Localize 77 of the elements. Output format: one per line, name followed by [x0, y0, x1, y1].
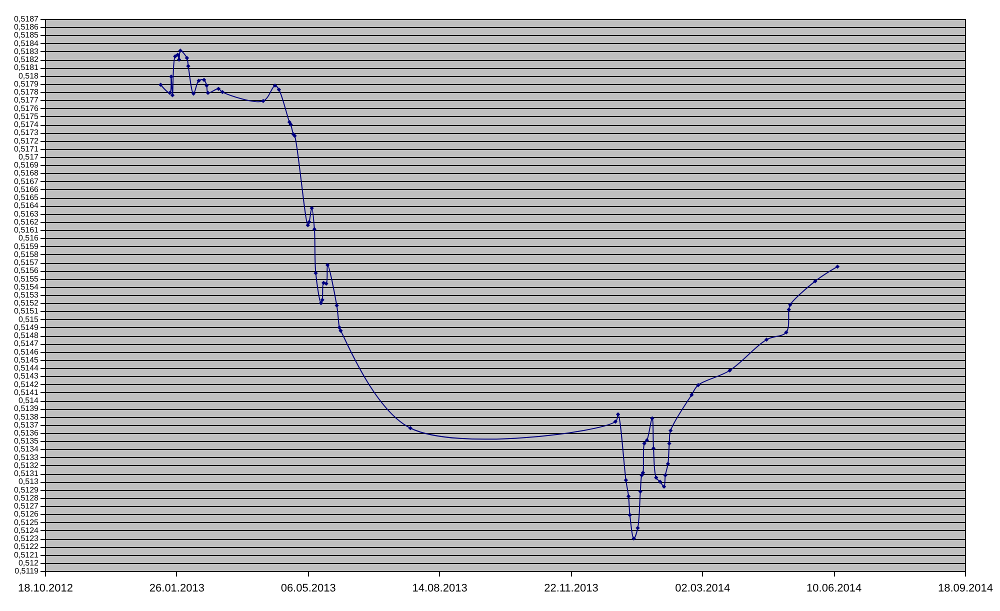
y-tick-label: 0,5166: [14, 184, 40, 194]
y-tick-label: 0,518: [18, 71, 40, 80]
y-tick-label: 0,5184: [14, 38, 40, 48]
y-tick-label: 0,5128: [14, 493, 40, 502]
y-tick-label: 0,5162: [14, 217, 40, 226]
y-tick-label: 0,5139: [14, 404, 40, 414]
y-tick-label: 0,5141: [14, 388, 40, 397]
y-tick-label: 0,5172: [14, 136, 40, 146]
y-tick-label: 0,5138: [14, 412, 40, 422]
y-tick-label: 0,5155: [14, 274, 40, 284]
y-tick-label: 0,5164: [14, 201, 40, 210]
y-tick-label: 0,5178: [14, 88, 40, 97]
x-tick-label: 18.10.2012: [18, 582, 74, 594]
x-tick-label: 02.03.2014: [675, 582, 730, 594]
y-tick-label: 0,5119: [14, 566, 40, 576]
y-tick-label: 0,5127: [14, 502, 40, 511]
y-tick-label: 0,5156: [14, 266, 40, 276]
y-tick-label: 0,5131: [14, 469, 40, 478]
y-tick-label: 0,5182: [14, 55, 40, 64]
y-tick-label: 0,5183: [14, 46, 40, 56]
y-tick-label: 0,5157: [14, 258, 40, 268]
y-tick-label: 0,5124: [14, 526, 40, 535]
y-tick-label: 0,5121: [14, 550, 40, 560]
y-tick-label: 0,5177: [14, 96, 40, 105]
y-tick-label: 0,5165: [14, 193, 40, 202]
y-tick-label: 0,517: [18, 152, 40, 162]
y-tick-label: 0,5163: [14, 209, 40, 218]
y-tick-label: 0,5123: [14, 534, 40, 544]
x-tick-label: 22.11.2013: [544, 582, 598, 594]
y-tick-label: 0,5133: [14, 452, 40, 462]
y-tick-label: 0,5186: [14, 22, 40, 32]
y-tick-label: 0,5152: [14, 298, 40, 308]
y-tick-label: 0,5169: [14, 160, 40, 170]
y-tick-label: 0,5181: [14, 63, 40, 72]
y-tick-label: 0,5175: [14, 112, 40, 121]
y-tick-label: 0,5167: [14, 176, 40, 186]
y-tick-label: 0,516: [18, 234, 40, 243]
y-tick-label: 0,5136: [14, 428, 40, 438]
y-tick-label: 0,5125: [14, 518, 40, 527]
y-tick-label: 0,5142: [14, 380, 40, 389]
y-tick-label: 0,5153: [14, 290, 40, 300]
y-tick-label: 0,5158: [14, 250, 40, 259]
y-tick-label: 0,5161: [14, 226, 40, 235]
x-tick-label: 26.01.2013: [149, 582, 204, 594]
y-tick-label: 0,5144: [14, 364, 40, 373]
y-tick-label: 0,5179: [14, 79, 40, 88]
x-tick-label: 18.09.2014: [938, 582, 994, 594]
y-tick-label: 0,5147: [14, 339, 40, 348]
y-tick-label: 0,5143: [14, 372, 40, 381]
y-tick-label: 0,5126: [14, 510, 40, 519]
y-tick-label: 0,5145: [14, 355, 40, 364]
y-tick-label: 0,5149: [14, 322, 40, 332]
x-tick-label: 14.08.2013: [412, 582, 468, 594]
y-tick-label: 0,5171: [14, 144, 40, 154]
y-tick-label: 0,5185: [14, 30, 40, 40]
y-tick-label: 0,5137: [14, 420, 40, 430]
x-tick-label: 10.06.2014: [806, 582, 862, 594]
y-tick-label: 0,512: [18, 558, 40, 568]
x-tick-label: 06.05.2013: [280, 582, 336, 594]
y-tick-label: 0,5122: [14, 542, 40, 552]
y-tick-label: 0,5134: [14, 444, 40, 454]
y-tick-label: 0,5159: [14, 242, 40, 251]
y-tick-label: 0,5176: [14, 104, 40, 113]
y-tick-label: 0,5132: [14, 460, 40, 470]
y-tick-label: 0,5129: [14, 485, 40, 494]
y-tick-label: 0,5154: [14, 282, 40, 292]
y-tick-label: 0,514: [18, 396, 40, 406]
y-tick-label: 0,5148: [14, 331, 40, 340]
y-tick-label: 0,5146: [14, 347, 40, 356]
y-tick-label: 0,513: [18, 477, 40, 486]
y-tick-label: 0,5174: [14, 120, 40, 130]
y-tick-label: 0,5151: [14, 306, 40, 316]
y-tick-label: 0,5168: [14, 168, 40, 178]
y-tick-label: 0,5135: [14, 436, 40, 446]
y-tick-label: 0,5173: [14, 128, 40, 138]
y-tick-label: 0,515: [18, 314, 40, 324]
y-tick-label: 0,5187: [14, 14, 40, 24]
